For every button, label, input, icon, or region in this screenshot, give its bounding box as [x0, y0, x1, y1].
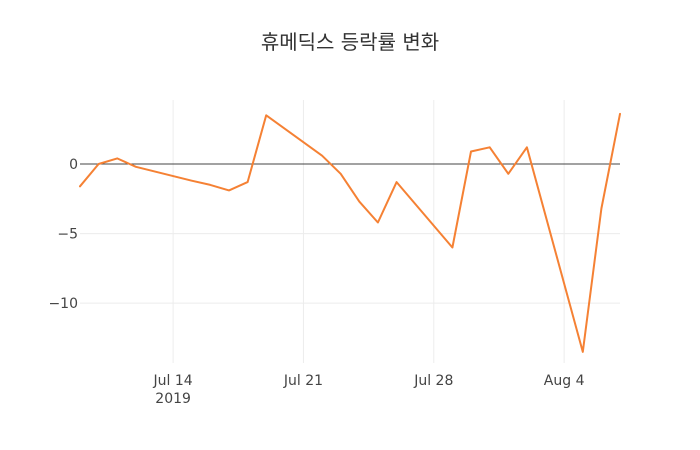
grid — [80, 100, 620, 363]
series-group — [79, 112, 621, 353]
y-tick-label: −10 — [48, 296, 78, 312]
y-tick-label: −5 — [57, 227, 78, 243]
series-line — [79, 112, 621, 353]
x-tick-label: Jul 14 — [153, 373, 193, 389]
x-tick-label: Aug 4 — [544, 373, 585, 389]
chart-title: 휴메딕스 등락률 변화 — [261, 30, 439, 54]
x-tick-label: Jul 21 — [283, 373, 323, 389]
y-axis: 0 −5 −10 — [48, 157, 78, 312]
x-tick-year-label: 2019 — [155, 391, 191, 407]
y-tick-label: 0 — [69, 157, 78, 173]
x-tick-label: Jul 28 — [413, 373, 453, 389]
x-axis: Jul 14 2019 Jul 21 Jul 28 Aug 4 — [153, 373, 585, 407]
